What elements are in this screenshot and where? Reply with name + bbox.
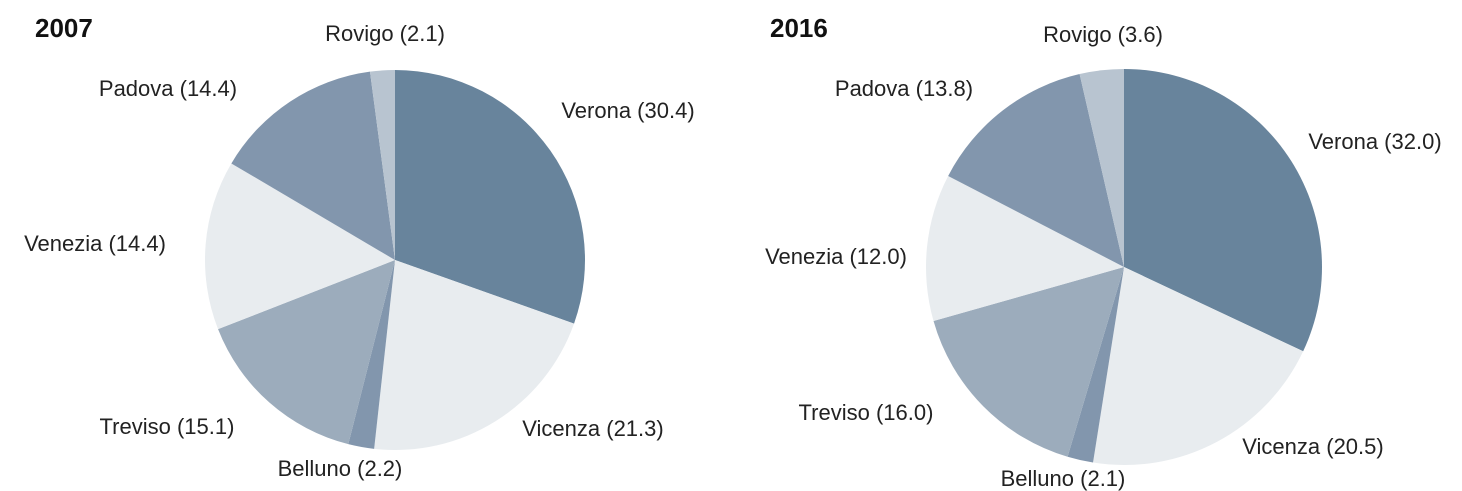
slice-label: Verona (32.0) [1308, 129, 1441, 154]
slice-label: Venezia (12.0) [765, 244, 907, 269]
pie-slice [1124, 69, 1322, 352]
slice-label: Verona (30.4) [561, 98, 694, 123]
slice-label: Belluno (2.2) [278, 456, 403, 481]
slice-label: Rovigo (3.6) [1043, 22, 1163, 47]
pie-slice [933, 267, 1124, 457]
slice-label: Rovigo (2.1) [325, 21, 445, 46]
slice-label: Vicenza (20.5) [1242, 434, 1383, 459]
slice-label: Venezia (14.4) [24, 231, 166, 256]
slice-label: Vicenza (21.3) [522, 416, 663, 441]
pie-slice [231, 71, 395, 261]
chart-title: 2007 [35, 13, 93, 43]
pie-slice [1067, 267, 1124, 463]
pie-slice [218, 260, 395, 445]
pie-slice [395, 70, 586, 324]
pie-slice [369, 70, 395, 260]
pie-slice [948, 74, 1124, 268]
slice-label: Padova (14.4) [99, 76, 237, 101]
chart-title: 2016 [770, 13, 828, 43]
slice-label: Treviso (15.1) [100, 414, 235, 439]
pie-slice [1079, 69, 1124, 267]
pie-slice [374, 260, 575, 450]
pie-slice [348, 260, 395, 449]
slice-label: Belluno (2.1) [1001, 466, 1126, 491]
pie-slice [1093, 267, 1304, 465]
slice-label: Treviso (16.0) [799, 400, 934, 425]
slice-label: Padova (13.8) [835, 76, 973, 101]
pie-slice [925, 176, 1124, 322]
pie-slice [204, 163, 395, 330]
